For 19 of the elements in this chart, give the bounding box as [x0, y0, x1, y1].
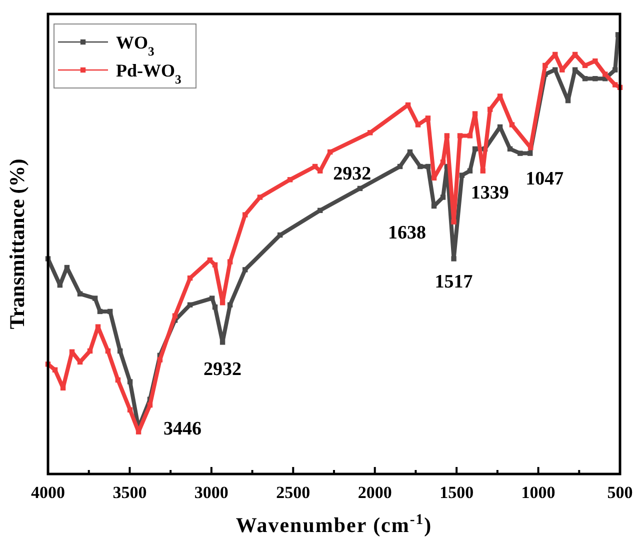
legend-label: WO$_{3}$	[116, 32, 154, 58]
annotation: 2932	[204, 358, 242, 380]
x-tick-label: 2500	[276, 483, 310, 502]
annotation: 2932	[333, 164, 372, 185]
x-tick-label: 4000	[31, 483, 65, 502]
x-tick-label: 500	[607, 483, 633, 502]
x-tick-label: 3000	[194, 483, 228, 502]
annotation: 1339	[470, 182, 509, 204]
annotation: 1517	[434, 271, 474, 292]
x-tick-label: 3500	[112, 483, 147, 502]
annotation: 3446	[164, 418, 202, 440]
annotation: 1047	[526, 168, 564, 190]
x-tick-label: 1000	[521, 483, 556, 502]
x-tick-label: 1500	[440, 483, 474, 502]
x-axis-title: Wavenumber (cm$^{-1}$)	[236, 512, 432, 537]
y-axis-title: Transmittance (%)	[5, 158, 29, 330]
legend-label: Pd-WO$_{3}$	[116, 60, 182, 86]
annotation: 1638	[388, 222, 426, 244]
x-tick-label: 2000	[358, 483, 392, 502]
